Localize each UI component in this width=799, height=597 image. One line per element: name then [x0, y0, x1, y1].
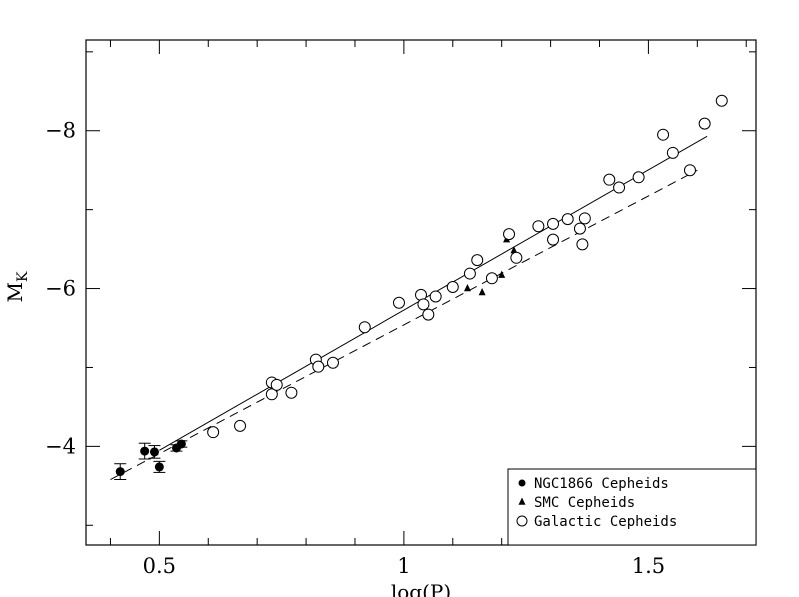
- point-open-circle: [234, 419, 247, 432]
- point-open-circle: [503, 228, 516, 241]
- x-tick-label: 1: [397, 554, 410, 578]
- legend-entry: Galactic Cepheids: [534, 514, 677, 530]
- point-filled-circle: [149, 447, 159, 457]
- point-filled-triangle: [498, 270, 506, 278]
- point-filled-circle: [140, 446, 150, 456]
- point-open-circle: [270, 378, 283, 391]
- point-filled-circle: [115, 467, 125, 477]
- point-filled-triangle: [463, 284, 471, 292]
- legend-entry: NGC1866 Cepheids: [534, 476, 669, 492]
- point-filled-circle: [154, 462, 164, 472]
- point-open-circle: [485, 272, 498, 285]
- legend-box: [507, 468, 757, 546]
- point-open-circle: [358, 321, 371, 334]
- legend-marker: [516, 515, 528, 527]
- point-open-circle: [392, 296, 405, 309]
- plot-frame: [85, 39, 757, 546]
- x-tick-label: 0.5: [143, 554, 176, 578]
- legend: NGC1866 Cepheids SMC Cepheids Galactic Cep…: [507, 468, 757, 546]
- point-open-circle: [547, 217, 560, 230]
- point-open-circle: [429, 290, 442, 303]
- point-open-circle: [265, 388, 278, 401]
- y-axis-title-subscript: K: [15, 271, 31, 282]
- point-open-circle: [532, 220, 545, 233]
- tick-labels: 0.5 1 1.5 −4 −6 −8: [45, 119, 665, 578]
- point-open-circle: [463, 267, 476, 280]
- point-open-circle: [446, 280, 459, 293]
- point-open-circle: [666, 146, 679, 159]
- point-open-circle: [417, 298, 430, 311]
- y-tick-label: −6: [45, 277, 76, 301]
- x-axis-title: log(P): [391, 580, 451, 597]
- legend-marker: [518, 497, 526, 505]
- legend-marker: [518, 479, 526, 487]
- y-tick-label: −4: [45, 434, 76, 458]
- point-open-circle: [471, 254, 484, 267]
- point-open-circle: [510, 251, 523, 264]
- fit-line-dashed: [110, 169, 698, 480]
- point-open-circle: [613, 181, 626, 194]
- y-axis-title: MK: [3, 271, 31, 302]
- point-open-circle: [547, 233, 560, 246]
- y-axis-title-main: M: [3, 282, 27, 302]
- point-open-circle: [573, 222, 586, 235]
- point-open-circle: [632, 171, 645, 184]
- point-open-circle: [657, 128, 670, 141]
- point-filled-circle: [176, 439, 186, 449]
- legend-entry: SMC Cepheids: [534, 495, 635, 511]
- point-open-circle: [326, 356, 339, 369]
- point-open-circle: [603, 173, 616, 186]
- point-open-circle: [698, 117, 711, 130]
- point-filled-triangle: [478, 287, 486, 296]
- point-filled-triangle: [510, 246, 518, 254]
- point-open-circle: [285, 386, 298, 399]
- point-open-circle: [312, 360, 325, 373]
- point-open-circle: [561, 213, 574, 226]
- point-open-circle: [578, 212, 591, 225]
- data-points: [114, 94, 728, 481]
- point-open-circle: [422, 308, 435, 321]
- point-open-circle: [207, 426, 220, 439]
- y-tick-label: −8: [45, 119, 76, 143]
- point-open-circle: [576, 238, 589, 251]
- x-tick-label: 1.5: [632, 554, 665, 578]
- point-open-circle: [715, 94, 728, 107]
- point-open-circle: [683, 164, 696, 177]
